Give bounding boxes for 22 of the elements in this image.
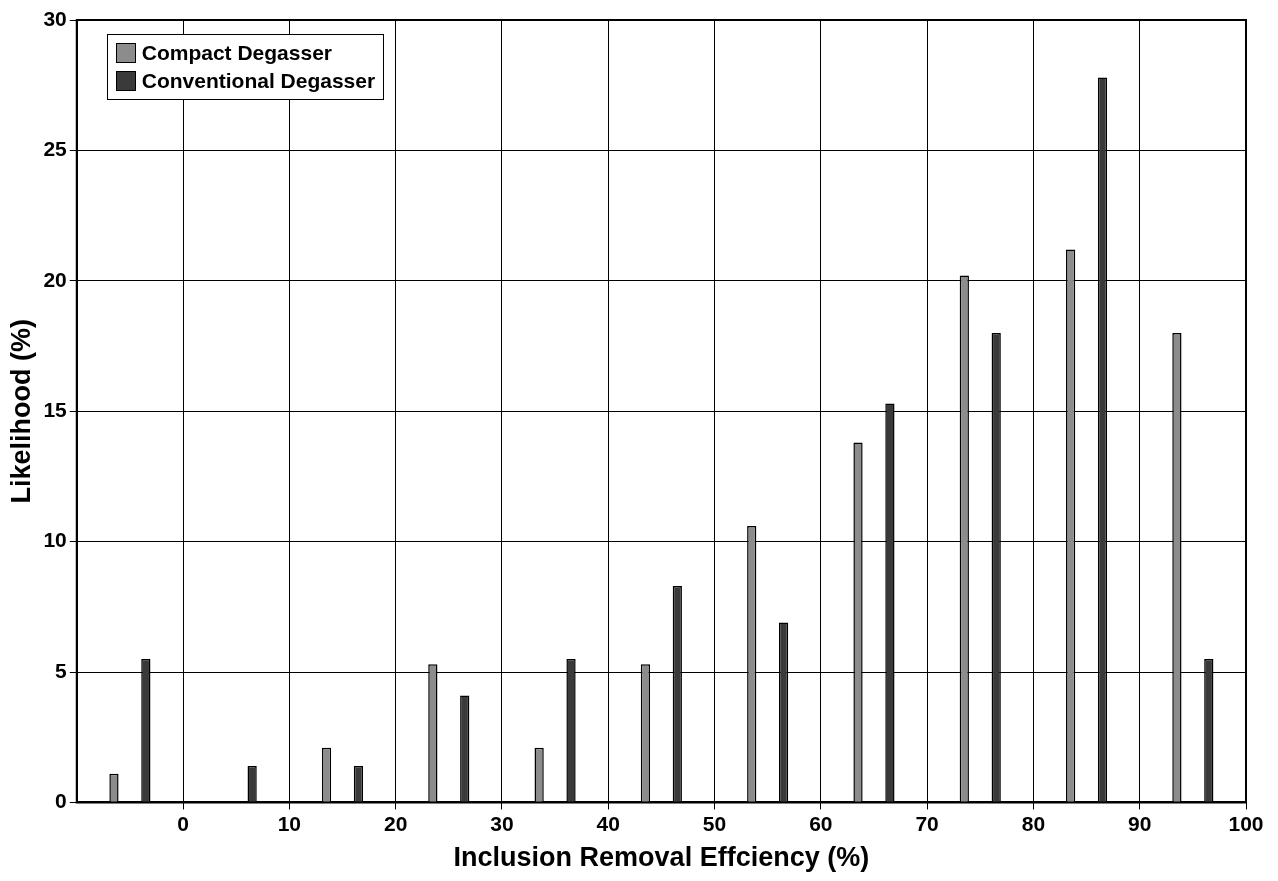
x-tick-label: 100 [1228,811,1264,835]
x-tick-label: 60 [809,811,833,835]
y-tick-label: 0 [55,789,67,813]
y-axis-title: Likelihood (%) [5,318,36,504]
x-tick-label: 30 [490,811,514,835]
legend-label: Conventional Degasser [141,68,376,94]
x-tick-label: 90 [1128,811,1152,835]
x-tick-label: 20 [383,811,408,835]
x-tick-label: 80 [1021,811,1046,835]
x-tick-label: 0 [177,811,189,835]
x-axis-title: Inclusion Removal Effciency (%) [453,842,870,873]
y-tick-label: 15 [43,398,68,421]
y-tick-label: 20 [43,267,67,291]
x-tick-label: 10 [277,811,302,835]
legend-label: Compact Degasser [141,40,332,66]
x-tick-label: 40 [596,811,620,835]
y-tick-label: 25 [43,137,68,161]
x-tick-label: 70 [915,811,939,835]
x-tick-label: 50 [702,811,727,835]
y-tick-label: 10 [43,528,67,552]
y-tick-label: 30 [43,6,67,30]
y-tick-label: 5 [55,658,68,682]
